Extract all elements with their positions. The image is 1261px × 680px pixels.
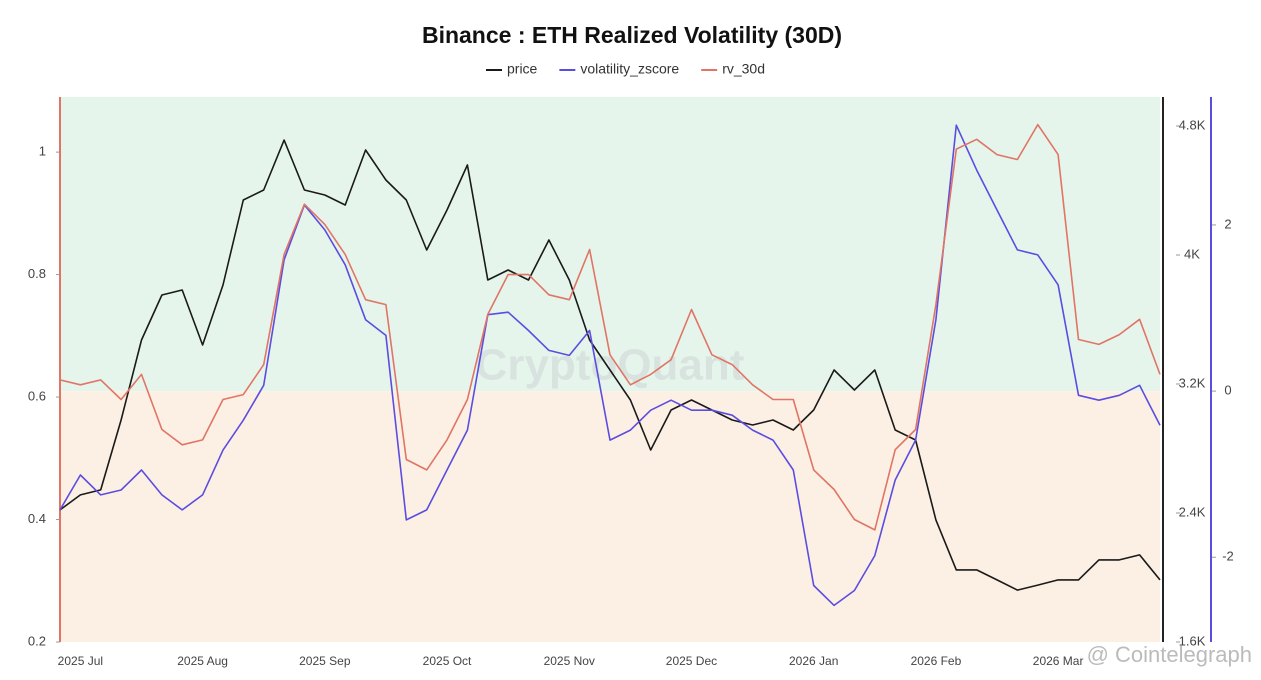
x-tick-label: 2025 Oct (423, 654, 472, 668)
tick-label: 0.4 (28, 511, 46, 526)
credit: @ Cointelegraph (1087, 642, 1252, 667)
x-tick-label: 2025 Dec (666, 654, 717, 668)
tick-label: 4.8K (1179, 117, 1206, 132)
tick-label: 2.4K (1179, 504, 1206, 519)
tick-label: 1 (39, 144, 46, 159)
x-tick-label: 2025 Nov (544, 654, 595, 668)
watermark: CryptoQuant (476, 341, 745, 390)
legend-label: rv_30d (722, 61, 765, 77)
x-tick-label: 2026 Mar (1033, 654, 1084, 668)
tick-label: 3.2K (1179, 375, 1206, 390)
tick-label: 0.6 (28, 388, 46, 403)
tick-label: 2 (1224, 216, 1231, 231)
upper-band (60, 97, 1160, 392)
tick-label: 0.8 (28, 266, 46, 281)
tick-label: -2 (1222, 549, 1234, 564)
series-line (59, 123, 1161, 531)
lower-band (60, 391, 1160, 642)
x-tick-label: 2026 Feb (911, 654, 962, 668)
legend-label: price (507, 61, 538, 77)
x-tick-label: 2025 Aug (177, 654, 228, 668)
x-tick-label: 2025 Jul (58, 654, 103, 668)
series-line (59, 124, 1161, 607)
tick-label: 4K (1184, 246, 1200, 261)
x-tick-label: 2026 Jan (789, 654, 838, 668)
tick-label: 0.2 (28, 633, 46, 648)
legend-label: volatility_zscore (580, 61, 679, 77)
series-line (59, 139, 1161, 591)
x-tick-label: 2025 Sep (299, 654, 351, 668)
chart-title: Binance : ETH Realized Volatility (30D) (422, 22, 842, 48)
tick-label: 0 (1224, 383, 1231, 398)
tick-label: 1.6K (1179, 633, 1206, 648)
